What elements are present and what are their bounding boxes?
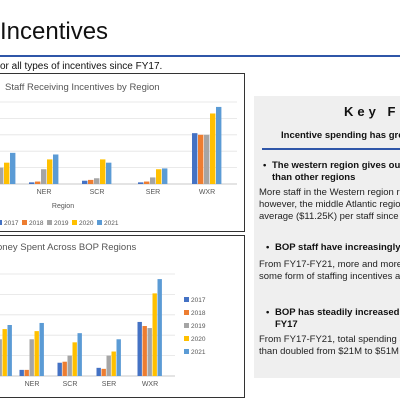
bar-NER-2019	[29, 339, 34, 376]
bar-SCR-2019	[67, 355, 72, 376]
legend-swatch-2020	[72, 220, 77, 225]
bar-SER-2021	[116, 339, 121, 376]
bar-NER-2017	[29, 182, 35, 184]
bar-first-2021	[7, 325, 12, 376]
legend-label-2019: 2019	[54, 220, 69, 227]
legend-swatch-2017	[184, 297, 189, 302]
legend-label-2017: 2017	[4, 220, 19, 227]
bar-WXR-2018	[142, 326, 147, 376]
legend-label-2018: 2018	[191, 310, 206, 317]
legend-swatch-2017	[0, 220, 2, 225]
legend-label-2021: 2021	[104, 220, 119, 227]
bar-NER-2018	[35, 181, 41, 184]
bar-SCR-2017	[82, 180, 88, 184]
bar-WXR-2017	[192, 133, 198, 184]
bar-WXR-2018	[198, 134, 204, 184]
bar-first-2020	[4, 162, 10, 184]
finding-2-body: From FY17-FY21, more and more E some for…	[259, 259, 400, 282]
finding-3-heading: • BOP has steadily increased i FY17	[266, 307, 400, 330]
legend-swatch-2018	[22, 220, 27, 225]
bar-first-2019	[0, 167, 4, 184]
chart-title: oney Spent Across BOP Regions	[0, 242, 136, 253]
key-findings-subtitle: Incentive spending has gro	[281, 130, 400, 141]
page-title: Incentives	[0, 18, 109, 45]
bar-SER-2018	[144, 181, 150, 184]
x-tick-label: NER	[25, 381, 40, 388]
legend-swatch-2021	[97, 220, 102, 225]
bar-WXR-2020	[152, 293, 157, 376]
bar-WXR-2017	[137, 321, 142, 376]
x-tick-label: SER	[102, 381, 116, 388]
bar-SCR-2020	[72, 342, 77, 376]
money-spent-chart: oney Spent Across BOP Regions NER SCR SER WX…	[0, 235, 245, 398]
legend-label-2019: 2019	[191, 323, 206, 330]
x-tick-label: WXR	[142, 381, 158, 388]
bar-SCR-2021	[106, 162, 112, 184]
finding-1-body: More staff in the Western region r howev…	[259, 187, 400, 222]
bar-SER-2020	[156, 169, 162, 184]
bar-WXR-2019	[147, 328, 152, 376]
staff-incentives-chart: Staff Receiving Incentives by Region NER S…	[0, 73, 245, 232]
legend-swatch-2018	[184, 310, 189, 315]
legend-swatch-2019	[184, 323, 189, 328]
bar-WXR-2020	[210, 113, 216, 184]
bar-NER-2020	[47, 159, 53, 184]
bar-WXR-2019	[204, 134, 210, 184]
legend-label-2020: 2020	[191, 336, 206, 343]
key-findings-divider	[262, 148, 400, 150]
finding-1-heading: • The western region gives out than other…	[263, 160, 400, 183]
bar-SER-2021	[162, 168, 168, 184]
key-findings-panel	[254, 96, 400, 378]
finding-3-body: From FY17-FY21, total spending ac than d…	[259, 334, 400, 357]
x-tick-label: SCR	[90, 189, 105, 196]
finding-2-heading: • BOP staff have increasingly l	[266, 242, 400, 253]
money-spent-chart-svg: oney Spent Across BOP Regions NER SCR SER WX…	[0, 242, 206, 388]
bar-NER-2019	[41, 169, 47, 184]
page-subtitle: or all types of incentives since FY17.	[0, 61, 163, 72]
title-divider	[0, 55, 400, 57]
bar-SCR-2019	[94, 178, 100, 184]
bar-SER-2018	[101, 368, 106, 376]
bar-SER-2017	[138, 182, 144, 184]
bullet-icon: •	[266, 307, 270, 318]
bar-SER-2019	[150, 177, 156, 184]
bar-SCR-2018	[62, 361, 67, 376]
bar-first-2020	[2, 329, 7, 376]
legend-swatch-2019	[47, 220, 52, 225]
bar-SCR-2020	[100, 159, 106, 184]
chart-title: Staff Receiving Incentives by Region	[5, 82, 160, 93]
x-tick-label: NER	[37, 189, 52, 196]
key-findings-title: Key Fin	[344, 104, 400, 119]
legend-label-2017: 2017	[191, 297, 206, 304]
bar-NER-2021	[39, 322, 44, 376]
bar-NER-2018	[24, 369, 29, 376]
x-tick-label: SCR	[63, 381, 78, 388]
bar-NER-2020	[34, 331, 39, 376]
bar-SCR-2018	[88, 179, 94, 184]
bar-SER-2019	[106, 355, 111, 376]
x-tick-label: WXR	[199, 189, 215, 196]
bar-first-2021	[10, 152, 16, 184]
x-axis-label: Region	[52, 203, 74, 210]
bar-SER-2020	[111, 351, 116, 376]
bar-SCR-2017	[57, 362, 62, 376]
bar-SER-2017	[96, 367, 101, 376]
bar-NER-2021	[53, 154, 59, 184]
staff-incentives-chart-svg: Staff Receiving Incentives by Region NER S…	[0, 82, 237, 227]
legend-label-2020: 2020	[79, 220, 94, 227]
bar-NER-2017	[19, 369, 24, 376]
bullet-icon: •	[266, 242, 270, 253]
x-tick-label: SER	[146, 189, 160, 196]
legend-label-2021: 2021	[191, 349, 206, 356]
bar-first-2019	[0, 339, 2, 376]
legend-label-2018: 2018	[29, 220, 44, 227]
bar-WXR-2021	[157, 279, 162, 376]
bar-SCR-2021	[77, 333, 82, 376]
legend-swatch-2020	[184, 336, 189, 341]
legend-swatch-2021	[184, 349, 189, 354]
bar-WXR-2021	[216, 106, 222, 184]
bullet-icon: •	[263, 160, 267, 171]
